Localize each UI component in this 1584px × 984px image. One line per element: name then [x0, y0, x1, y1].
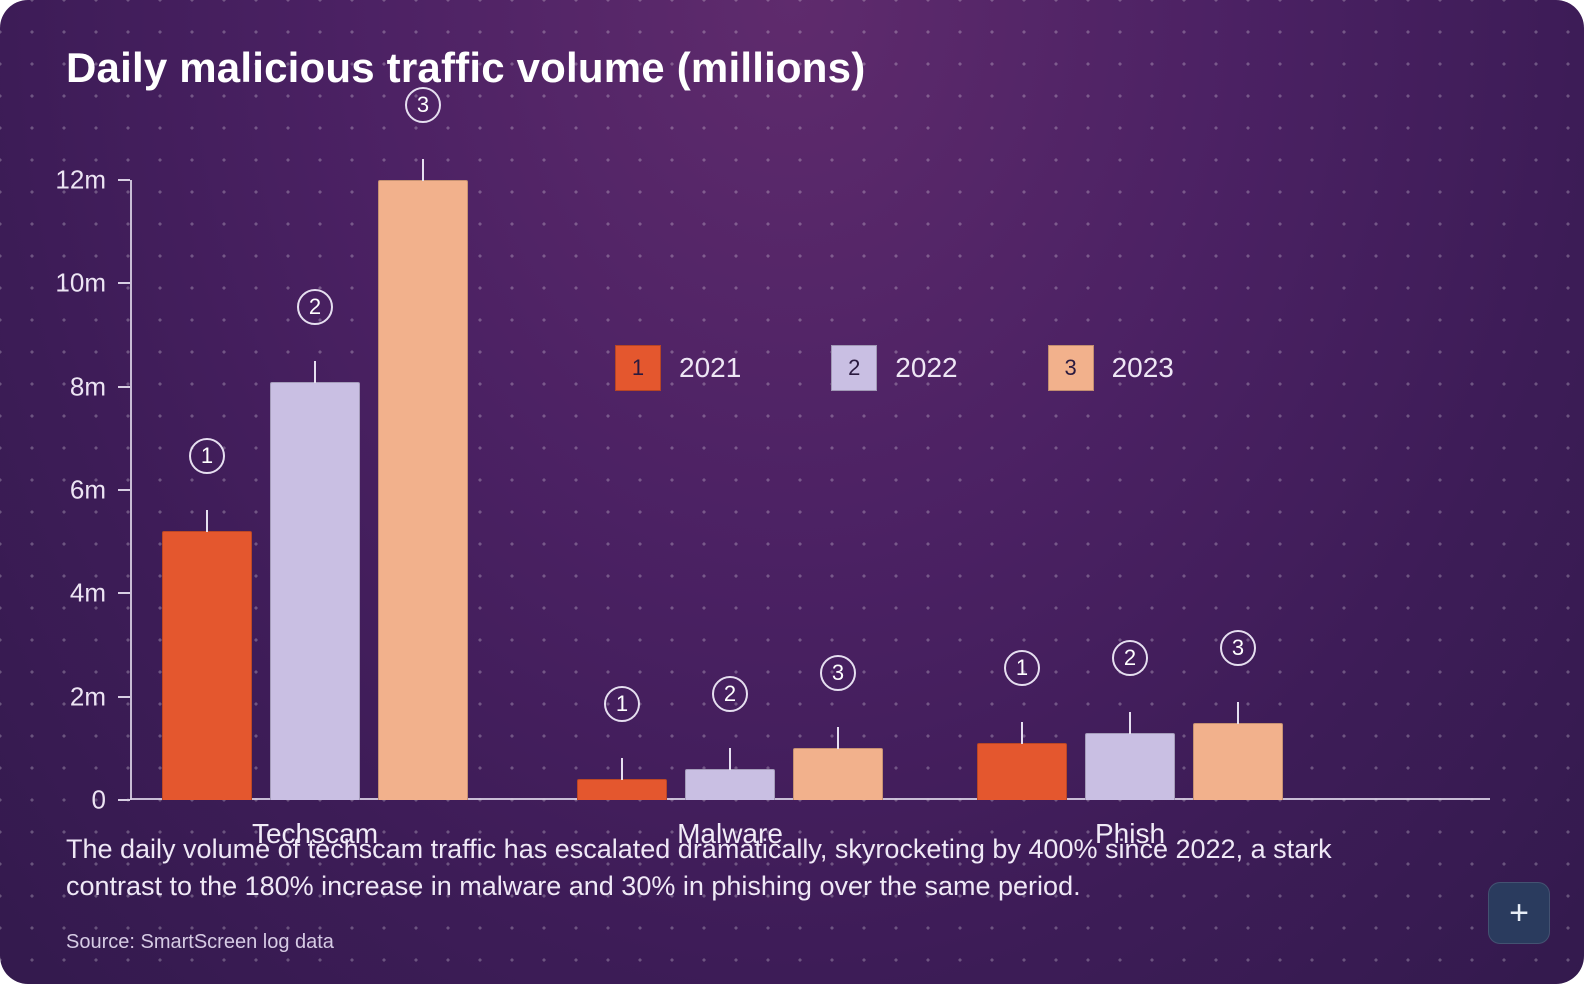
chart-caption: The daily volume of techscam traffic has…	[66, 831, 1434, 904]
bar-marker: 3	[820, 655, 856, 691]
y-axis-label: 4m	[70, 578, 130, 609]
bar: 2	[1085, 733, 1175, 800]
bar: 1	[577, 779, 667, 800]
y-axis-label: 10m	[55, 268, 130, 299]
bar-marker-stem	[314, 361, 316, 383]
legend-swatch: 1	[615, 345, 661, 391]
y-axis-label: 8m	[70, 371, 130, 402]
bar-marker: 1	[1004, 650, 1040, 686]
legend-item: 2 2022	[831, 345, 957, 391]
bar: 2	[270, 382, 360, 801]
chart-source: Source: SmartScreen log data	[66, 931, 334, 954]
bar-group: 123	[977, 723, 1283, 801]
legend-swatch: 3	[1048, 345, 1094, 391]
legend-item: 3 2023	[1048, 345, 1174, 391]
bar: 3	[378, 180, 468, 800]
expand-button[interactable]: +	[1488, 882, 1550, 944]
legend-label: 2022	[895, 352, 957, 384]
bar-marker-stem	[729, 748, 731, 770]
bar-marker-stem	[1129, 712, 1131, 734]
legend-item: 1 2021	[615, 345, 741, 391]
bar-marker: 3	[405, 87, 441, 123]
y-axis-label: 12m	[55, 165, 130, 196]
bar-marker-stem	[1021, 722, 1023, 744]
bar-marker-stem	[422, 159, 424, 181]
bar-marker: 2	[297, 289, 333, 325]
legend-label: 2023	[1112, 352, 1174, 384]
bar-marker-stem	[1237, 702, 1239, 724]
bar: 3	[1193, 723, 1283, 801]
y-axis-label: 0	[92, 785, 130, 816]
bar-marker: 2	[712, 676, 748, 712]
bar: 1	[162, 531, 252, 800]
y-axis-label: 2m	[70, 681, 130, 712]
bar-marker-stem	[837, 727, 839, 749]
chart-card: Daily malicious traffic volume (millions…	[0, 0, 1584, 984]
y-axis	[130, 180, 132, 800]
bar: 1	[977, 743, 1067, 800]
bar: 2	[685, 769, 775, 800]
plus-icon: +	[1509, 894, 1529, 933]
bar: 3	[793, 748, 883, 800]
bar-group: 123	[162, 180, 468, 800]
bar-marker: 1	[189, 438, 225, 474]
bar-marker-stem	[206, 510, 208, 532]
y-axis-label: 6m	[70, 475, 130, 506]
chart-title: Daily malicious traffic volume (millions…	[66, 44, 865, 92]
legend-swatch: 2	[831, 345, 877, 391]
bar-marker: 2	[1112, 640, 1148, 676]
bar-group: 123	[577, 748, 883, 800]
bar-marker: 1	[604, 686, 640, 722]
bar-marker: 3	[1220, 630, 1256, 666]
legend-label: 2021	[679, 352, 741, 384]
legend: 1 2021 2 2022 3 2023	[615, 345, 1174, 391]
bar-marker-stem	[621, 758, 623, 780]
chart-plot-area: 02m4m6m8m10m12m123Techscam123Malware123P…	[130, 180, 1490, 800]
